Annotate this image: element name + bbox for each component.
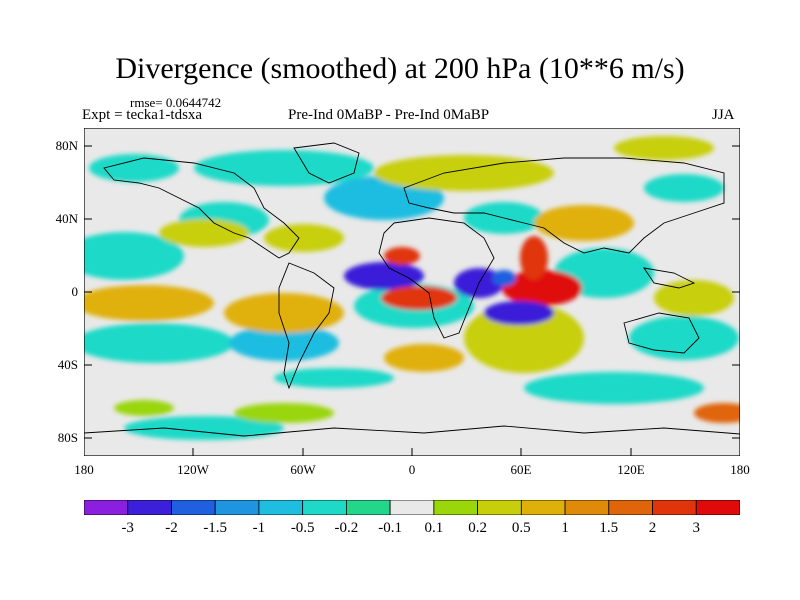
chart-title: Divergence (smoothed) at 200 hPa (10**6 … <box>115 52 685 85</box>
colorbar-label: 1 <box>561 520 569 536</box>
field-patch <box>484 301 554 325</box>
colorbar-swatch <box>695 500 740 515</box>
field-patch <box>381 286 457 310</box>
field-patch <box>84 285 214 321</box>
lon-tick-label: 60E <box>510 462 532 477</box>
lon-tick-label: 180 <box>730 462 750 477</box>
colorbar-swatch <box>127 500 172 515</box>
colorbar-swatch <box>214 500 260 515</box>
divergence-map <box>84 128 740 456</box>
field-patch <box>614 136 714 160</box>
comparison-label: Pre-Ind 0MaBP - Pre-Ind 0MaBP <box>288 107 490 123</box>
colorbar-swatch <box>608 500 653 515</box>
south-america-outline <box>278 262 335 390</box>
field-patch <box>84 323 234 363</box>
indonesia-outline <box>643 267 696 289</box>
colorbar-label: -3 <box>121 520 134 536</box>
colorbar-swatch <box>477 500 522 515</box>
colorbar-swatch <box>258 500 304 515</box>
field-patch <box>89 154 179 182</box>
colorbar-swatch <box>433 500 478 515</box>
field-patch <box>502 270 582 306</box>
colorbar-swatch <box>345 500 391 515</box>
field-patch <box>194 150 374 186</box>
field-patch <box>234 403 334 423</box>
colorbar-label: -1.5 <box>203 520 228 536</box>
field-patch <box>84 232 184 280</box>
field-patch <box>264 224 344 252</box>
lat-tick-label: 80N <box>55 138 78 153</box>
colorbar-label: -2 <box>165 520 178 536</box>
season-label: JJA <box>712 107 735 123</box>
colorbar-label: -0.2 <box>334 520 359 536</box>
lat-tick-label: 40N <box>55 211 78 226</box>
colorbar-swatch <box>84 500 129 515</box>
australia-outline <box>623 312 700 354</box>
colorbar-label: 1.5 <box>599 520 619 536</box>
map-ticks <box>84 145 740 456</box>
lon-tick-label: 60W <box>290 462 316 477</box>
colorbar-swatch <box>171 500 216 515</box>
antarctica-outline <box>84 425 740 437</box>
divergence-field <box>84 136 740 440</box>
colorbar-label: -1 <box>252 520 266 536</box>
field-patch <box>492 270 516 286</box>
field-patch <box>384 247 420 265</box>
eurasia-outline <box>403 157 725 254</box>
colorbar-label: 0.1 <box>424 520 444 536</box>
africa-outline <box>378 217 495 339</box>
field-patch <box>229 325 339 361</box>
field-patch <box>629 316 739 360</box>
rmse-label: rmse= 0.0644742 <box>130 95 222 110</box>
colorbar-swatch <box>564 500 610 515</box>
colorbar-label: -0.1 <box>378 520 402 536</box>
field-patch <box>124 416 284 440</box>
colorbar-swatch <box>389 500 435 515</box>
lat-tick-label: 0 <box>71 284 79 299</box>
field-patch <box>274 368 394 388</box>
field-patch <box>654 280 734 316</box>
lon-tick-label: 180 <box>74 462 94 477</box>
lon-tick-label: 120E <box>617 462 645 477</box>
field-patch <box>524 372 704 404</box>
field-patch <box>384 344 464 372</box>
colorbar-label: 0.5 <box>511 520 531 536</box>
north-america-outline <box>103 157 300 259</box>
colorbar-label: 2 <box>648 520 657 536</box>
lat-tick-label: 40S <box>57 357 78 372</box>
experiment-label: Expt = tecka1-tdsxa <box>82 107 203 123</box>
colorbar-label: -0.5 <box>290 520 315 536</box>
lon-tick-label: 0 <box>408 462 416 477</box>
field-patch <box>114 400 174 416</box>
field-patch <box>224 293 344 333</box>
field-patch <box>520 236 548 280</box>
field-patch <box>344 262 424 290</box>
colorbar-swatch <box>302 500 347 515</box>
lat-tick-label: 80S <box>57 430 78 445</box>
coastlines <box>84 142 740 437</box>
field-patch <box>534 205 634 241</box>
field-patch <box>159 219 249 247</box>
greenland-outline <box>293 142 360 184</box>
colorbar-label: 0.2 <box>468 520 487 536</box>
field-patch <box>644 174 724 202</box>
field-patch <box>374 155 554 191</box>
colorbar-swatch <box>652 500 697 515</box>
colorbar-swatch <box>520 500 566 515</box>
lon-tick-label: 120W <box>177 462 209 477</box>
colorbar-label: 3 <box>692 520 701 536</box>
field-patch <box>694 403 740 423</box>
colorbar <box>84 500 740 515</box>
